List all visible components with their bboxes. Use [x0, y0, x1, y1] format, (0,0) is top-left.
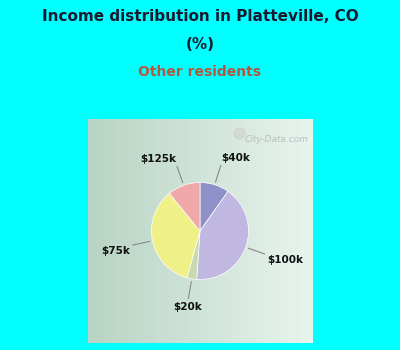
Wedge shape [152, 193, 200, 278]
Wedge shape [169, 182, 200, 231]
Text: City-Data.com: City-Data.com [245, 134, 309, 144]
Text: $40k: $40k [222, 153, 250, 163]
Wedge shape [200, 182, 228, 231]
Text: $20k: $20k [174, 301, 202, 312]
Text: (%): (%) [186, 37, 214, 52]
Text: Other residents: Other residents [138, 65, 262, 79]
Text: Income distribution in Platteville, CO: Income distribution in Platteville, CO [42, 9, 358, 24]
Wedge shape [187, 231, 200, 279]
Text: $75k: $75k [101, 246, 130, 256]
Text: $100k: $100k [268, 255, 304, 265]
Wedge shape [197, 191, 248, 280]
Text: $125k: $125k [140, 154, 176, 163]
